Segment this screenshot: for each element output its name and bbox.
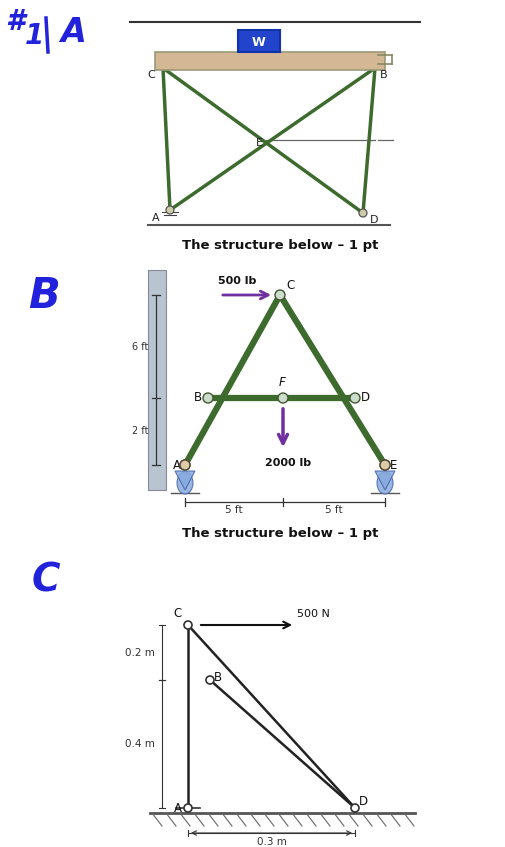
Circle shape [203,393,213,403]
Text: The structure below – 1 pt: The structure below – 1 pt [181,240,377,252]
Circle shape [180,460,189,470]
Circle shape [184,804,191,812]
Polygon shape [175,471,194,490]
Circle shape [358,209,366,217]
Text: 6 ft: 6 ft [131,341,148,352]
Circle shape [274,290,284,300]
Text: 500 N: 500 N [296,609,329,619]
Circle shape [277,393,287,403]
Polygon shape [374,471,394,490]
Bar [147,270,166,490]
Text: E: E [389,459,396,472]
Text: B: B [214,671,222,684]
Text: A: A [173,459,181,472]
Text: 0.4 m: 0.4 m [125,739,155,749]
Circle shape [379,460,389,470]
Circle shape [379,460,389,470]
Text: D: D [369,215,378,225]
Text: D: D [358,795,368,808]
Text: B: B [193,391,201,404]
Text: A: A [174,802,182,815]
Text: F: F [278,376,285,389]
Text: E: E [256,138,263,148]
Text: C: C [173,607,182,620]
Circle shape [180,460,189,470]
Text: The structure below – 1 pt: The structure below – 1 pt [181,528,377,540]
Ellipse shape [177,472,192,494]
Circle shape [206,676,214,684]
Text: 5 ft: 5 ft [325,505,342,515]
Circle shape [166,206,174,214]
Text: 0.3 m: 0.3 m [256,837,286,847]
Text: 2000 lb: 2000 lb [265,458,311,468]
Circle shape [184,621,191,629]
Text: 1: 1 [25,22,44,50]
Text: 500 lb: 500 lb [218,276,256,286]
Text: 2 ft: 2 ft [131,427,148,436]
Text: 5 ft: 5 ft [225,505,242,515]
Bar [155,52,384,70]
Text: A: A [60,16,86,49]
Ellipse shape [376,472,392,494]
Text: A: A [152,213,160,223]
Text: C: C [285,279,294,292]
Text: C: C [147,70,155,80]
Text: W: W [251,36,265,48]
Text: #: # [5,8,24,36]
Text: D: D [360,391,369,404]
Text: 0.2 m: 0.2 m [125,647,155,657]
Text: C: C [32,562,61,600]
Circle shape [350,804,358,812]
Circle shape [349,393,359,403]
Text: B: B [28,275,60,317]
Text: B: B [379,70,387,80]
Bar [237,30,279,52]
